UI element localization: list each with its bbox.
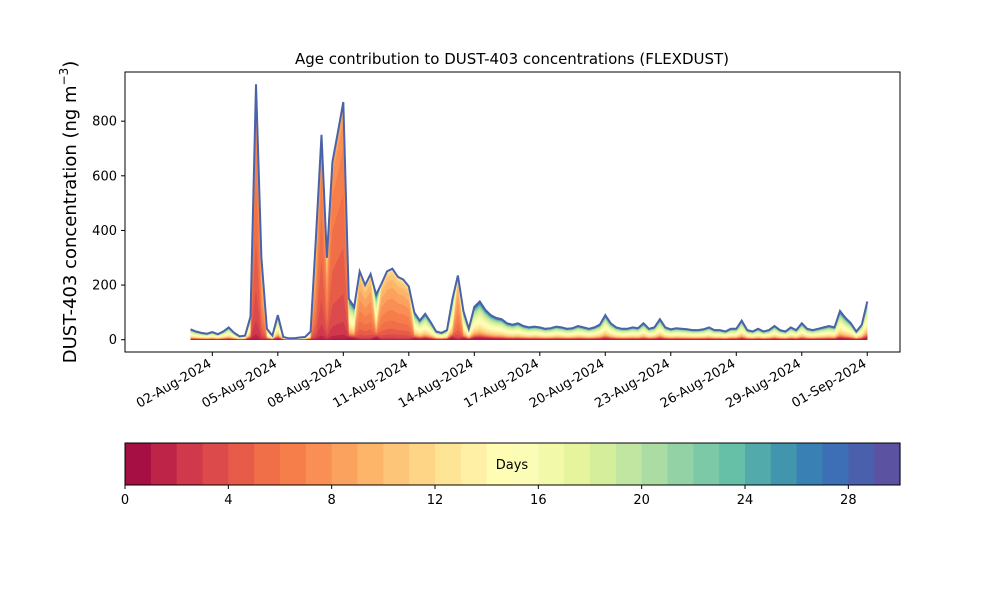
colorbar-bin-8: [331, 443, 359, 485]
colorbar-bin-1: [150, 443, 178, 485]
colorbar-bin-5: [254, 443, 281, 485]
colorbar-bin-7: [305, 443, 333, 485]
colorbar-label: Days: [496, 458, 529, 473]
colorbar-bin-3: [202, 443, 229, 485]
colorbar-bin-0: [125, 443, 152, 485]
colorbar-bin-20: [641, 443, 669, 485]
colorbar-bin-19: [615, 443, 643, 485]
total-concentration-line: [190, 84, 869, 340]
colorbar-bin-12: [435, 443, 462, 485]
y-tick-label-0: 0: [109, 333, 117, 348]
colorbar-bin-24: [745, 443, 772, 485]
colorbar-bin-11: [409, 443, 436, 485]
colorbar-bin-27: [822, 443, 849, 485]
colorbar-bin-22: [693, 443, 720, 485]
colorbar-bin-14: [486, 443, 514, 485]
colorbar-tick-label-16: 16: [530, 493, 547, 508]
colorbar-frame: [124, 442, 901, 486]
colorbar-bin-17: [564, 443, 591, 485]
y-axis-label-main: DUST-403 concentration (ng m: [60, 85, 81, 363]
colorbar-axis: 0 4 8 12 16 20 24 28: [121, 485, 857, 508]
y-axis-label-superscript: −3: [57, 68, 71, 86]
y-axis: 0 200 400 600 800: [92, 115, 125, 348]
y-axis-label: DUST-403 concentration (ng m−3): [57, 61, 81, 364]
age-area-0: [190, 338, 868, 340]
y-tick-label-200: 200: [92, 279, 117, 294]
colorbar-bin-21: [667, 443, 694, 485]
colorbar-bin-29: [874, 443, 901, 485]
colorbar-tick-label-4: 4: [224, 493, 232, 508]
y-axis-label-close: ): [60, 61, 81, 68]
colorbar-tick-label-12: 12: [427, 493, 444, 508]
colorbar-bin-6: [280, 443, 307, 485]
colorbar-bin-4: [228, 443, 255, 485]
colorbar-bin-16: [538, 443, 565, 485]
plot-frame: [124, 71, 901, 353]
chart-title: Age contribution to DUST-403 concentrati…: [295, 50, 729, 68]
colorbar-bin-23: [719, 443, 746, 485]
y-tick-label-600: 600: [92, 169, 117, 184]
colorbar-bin-13: [460, 443, 488, 485]
colorbar-bin-15: [512, 443, 539, 485]
colorbar-bin-25: [770, 443, 798, 485]
colorbar-bin-2: [176, 443, 204, 485]
colorbar-tick-label-28: 28: [840, 493, 857, 508]
age-colorbar: [124, 442, 901, 486]
colorbar-tick-label-20: 20: [633, 493, 650, 508]
y-tick-label-400: 400: [92, 224, 117, 239]
colorbar-bin-26: [796, 443, 824, 485]
colorbar-tick-label-24: 24: [737, 493, 754, 508]
colorbar-bin-28: [848, 443, 875, 485]
colorbar-bin-10: [383, 443, 410, 485]
colorbar-tick-label-8: 8: [328, 493, 336, 508]
colorbar-bin-18: [590, 443, 617, 485]
colorbar-tick-label-0: 0: [121, 493, 129, 508]
y-tick-label-800: 800: [92, 115, 117, 130]
colorbar-bin-9: [357, 443, 384, 485]
